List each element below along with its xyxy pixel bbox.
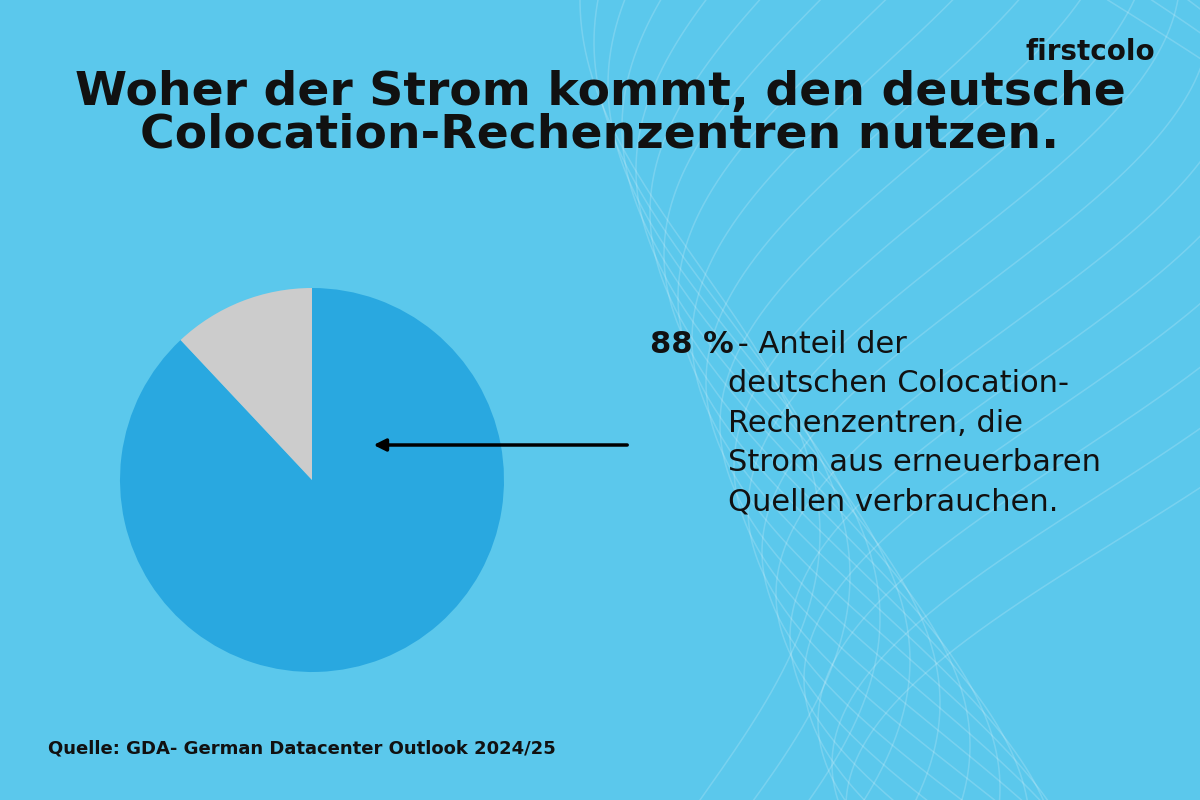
Text: Woher der Strom kommt, den deutsche: Woher der Strom kommt, den deutsche — [74, 70, 1126, 115]
FancyArrowPatch shape — [378, 440, 628, 450]
Wedge shape — [120, 288, 504, 672]
Text: Quelle: GDA- German Datacenter Outlook 2024/25: Quelle: GDA- German Datacenter Outlook 2… — [48, 740, 556, 758]
Text: firstcolo: firstcolo — [1025, 38, 1154, 66]
Text: 88 %: 88 % — [650, 330, 733, 359]
Text: Colocation-Rechenzentren nutzen.: Colocation-Rechenzentren nutzen. — [140, 112, 1060, 157]
Wedge shape — [180, 288, 312, 480]
Text: - Anteil der
deutschen Colocation-
Rechenzentren, die
Strom aus erneuerbaren
Que: - Anteil der deutschen Colocation- Reche… — [728, 330, 1102, 517]
